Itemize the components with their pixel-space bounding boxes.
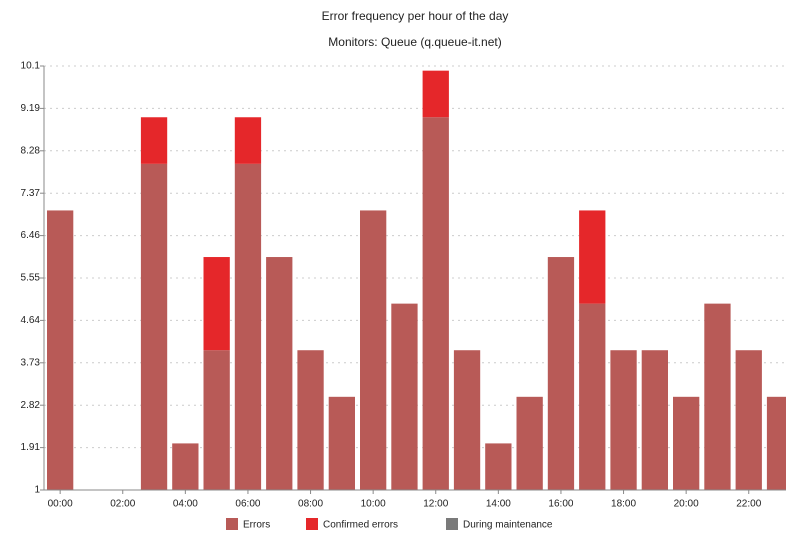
legend-label: Confirmed errors	[323, 520, 398, 531]
bar	[203, 257, 230, 351]
bar	[172, 443, 199, 490]
bar	[641, 350, 668, 490]
y-tick-label: 3.73	[21, 357, 41, 368]
bar	[328, 396, 355, 490]
legend-label: Errors	[243, 520, 270, 531]
bar	[360, 210, 387, 490]
bar	[610, 350, 637, 490]
x-tick-label: 04:00	[173, 499, 198, 510]
x-tick-label: 16:00	[548, 499, 573, 510]
bar	[735, 350, 762, 490]
y-tick-label: 9.19	[21, 103, 41, 114]
y-tick-label: 1.91	[21, 442, 41, 453]
x-tick-label: 22:00	[736, 499, 761, 510]
legend-swatch	[446, 518, 458, 530]
bar	[140, 117, 168, 164]
bar	[422, 70, 449, 118]
bar	[391, 303, 418, 490]
y-tick-label: 10.1	[21, 61, 41, 72]
bar	[234, 117, 262, 164]
y-tick-label: 4.64	[21, 315, 41, 326]
y-tick-label: 2.82	[21, 400, 41, 411]
bar	[266, 257, 293, 490]
bar	[453, 350, 481, 490]
chart-title: Error frequency per hour of the day	[322, 9, 509, 23]
legend-swatch	[306, 518, 318, 530]
x-tick-label: 10:00	[361, 499, 386, 510]
bar	[673, 396, 700, 490]
bar	[766, 396, 786, 490]
bar	[547, 257, 575, 490]
y-tick-label: 6.46	[21, 230, 41, 241]
bar	[234, 163, 262, 490]
x-tick-label: 06:00	[235, 499, 260, 510]
x-tick-label: 02:00	[110, 499, 135, 510]
bar	[579, 210, 606, 304]
x-tick-label: 18:00	[611, 499, 636, 510]
bar	[47, 210, 74, 490]
x-tick-label: 12:00	[423, 499, 448, 510]
legend-label: During maintenance	[463, 520, 553, 531]
bar	[203, 350, 230, 490]
y-tick-label: 1	[34, 485, 40, 496]
bar	[297, 350, 324, 490]
x-tick-label: 20:00	[674, 499, 699, 510]
y-tick-label: 5.55	[21, 273, 41, 284]
bar	[579, 303, 606, 490]
x-tick-label: 00:00	[48, 499, 73, 510]
x-tick-label: 08:00	[298, 499, 323, 510]
x-tick-label: 14:00	[486, 499, 511, 510]
bar	[516, 396, 543, 490]
y-tick-label: 7.37	[21, 188, 41, 199]
chart-subtitle: Monitors: Queue (q.queue-it.net)	[328, 35, 501, 49]
bar	[704, 303, 731, 490]
bar	[422, 117, 449, 490]
bar	[140, 163, 168, 490]
legend-swatch	[226, 518, 238, 530]
y-tick-label: 8.28	[21, 145, 41, 156]
bar	[485, 443, 512, 490]
